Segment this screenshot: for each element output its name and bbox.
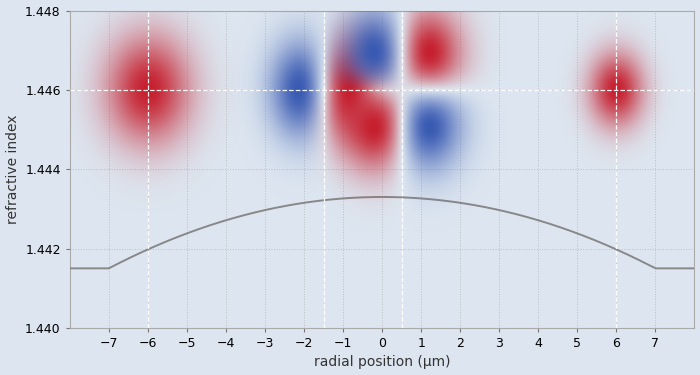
Y-axis label: refractive index: refractive index (6, 114, 20, 224)
X-axis label: radial position (μm): radial position (μm) (314, 356, 450, 369)
